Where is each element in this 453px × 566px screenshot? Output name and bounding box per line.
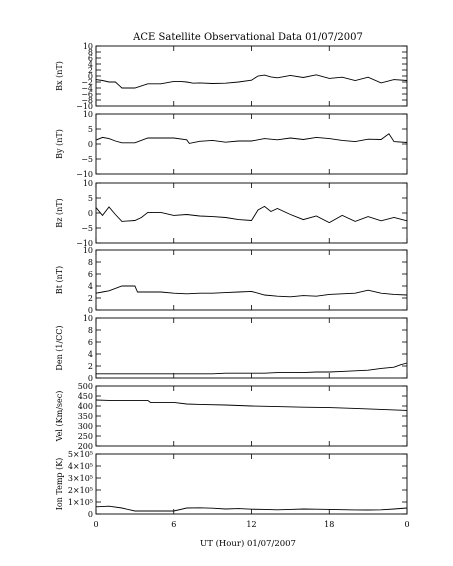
y-axis-label: Den (1/CC) — [55, 325, 64, 370]
y-tick-label: 0 — [88, 209, 93, 218]
y-tick-label: 10 — [83, 42, 93, 51]
y-tick-label: 10 — [83, 179, 93, 188]
panel-frame — [95, 45, 408, 107]
y-tick-label: 4 — [88, 60, 93, 69]
y-tick-label: 1×10⁵ — [68, 498, 93, 507]
y-tick-label: 500 — [78, 382, 93, 391]
y-tick-label: 6 — [88, 338, 93, 347]
y-axis-label: Bz (nT) — [55, 198, 64, 227]
series-line — [95, 205, 408, 224]
panel-frame — [95, 113, 408, 175]
y-tick-label: −8 — [81, 96, 93, 105]
x-tick-label: 6 — [171, 520, 176, 529]
y-tick-label: 350 — [78, 412, 93, 421]
y-tick-label: 8 — [88, 258, 93, 267]
y-tick-label: 10 — [83, 246, 93, 255]
y-tick-label: 0 — [88, 140, 93, 149]
y-tick-label: 3×10⁵ — [68, 474, 93, 483]
y-tick-label: 2×10⁵ — [68, 486, 93, 495]
y-tick-label: 400 — [78, 402, 93, 411]
y-tick-label: 5 — [88, 194, 93, 203]
y-tick-label: 4×10⁵ — [68, 462, 93, 471]
y-tick-label: 8 — [88, 326, 93, 335]
y-tick-label: 4 — [88, 282, 93, 291]
y-tick-label: 200 — [78, 442, 93, 451]
y-tick-label: 4 — [88, 350, 93, 359]
x-tick-label: 18 — [324, 520, 334, 529]
panel-frame — [95, 317, 408, 379]
series-line — [95, 133, 408, 144]
series-line — [95, 74, 408, 89]
y-tick-label: 6 — [88, 54, 93, 63]
series-line — [95, 505, 408, 512]
y-tick-label: 10 — [83, 110, 93, 119]
y-tick-label: −4 — [81, 84, 93, 93]
x-tick-label: 12 — [246, 520, 256, 529]
y-tick-label: −2 — [81, 78, 93, 87]
y-tick-label: 250 — [78, 432, 93, 441]
y-tick-label: 2 — [88, 294, 93, 303]
y-tick-label: 0 — [88, 510, 93, 519]
panel-frame — [95, 453, 408, 515]
y-tick-label: 0 — [88, 374, 93, 383]
y-tick-label: 5×10⁵ — [68, 450, 93, 459]
chart-title: ACE Satellite Observational Data 01/07/2… — [132, 32, 363, 43]
y-tick-label: 5 — [88, 125, 93, 134]
y-tick-label: 2 — [88, 362, 93, 371]
y-tick-label: −10 — [76, 102, 93, 111]
series-line — [95, 285, 408, 298]
y-axis-label: Bx (nT) — [55, 61, 64, 91]
y-tick-label: −10 — [76, 170, 93, 179]
y-axis-label: Ion Temp (K) — [55, 458, 64, 511]
y-tick-label: 0 — [88, 72, 93, 81]
y-tick-label: 450 — [78, 392, 93, 401]
y-axis-label: Bt (nT) — [55, 266, 64, 294]
y-tick-label: −10 — [76, 239, 93, 248]
panel-frame — [95, 182, 408, 244]
y-tick-label: −6 — [81, 90, 93, 99]
y-tick-label: 6 — [88, 270, 93, 279]
y-tick-label: 0 — [88, 306, 93, 315]
series-line — [95, 399, 408, 411]
series-line — [96, 362, 408, 375]
x-tick-label: 0 — [93, 520, 98, 529]
y-tick-label: −5 — [81, 155, 93, 164]
y-tick-label: 8 — [88, 48, 93, 57]
y-tick-label: 10 — [83, 314, 93, 323]
y-tick-label: 300 — [78, 422, 93, 431]
x-tick-label: 0 — [404, 520, 409, 529]
panel-frame — [95, 385, 408, 447]
y-tick-label: −5 — [81, 224, 93, 233]
y-axis-label: Vel (Km/sec) — [55, 391, 64, 443]
x-axis-label: UT (Hour) 01/07/2007 — [200, 538, 296, 549]
panel-frame — [95, 249, 408, 311]
y-axis-label: By (nT) — [55, 129, 64, 159]
y-tick-label: 2 — [88, 66, 93, 75]
